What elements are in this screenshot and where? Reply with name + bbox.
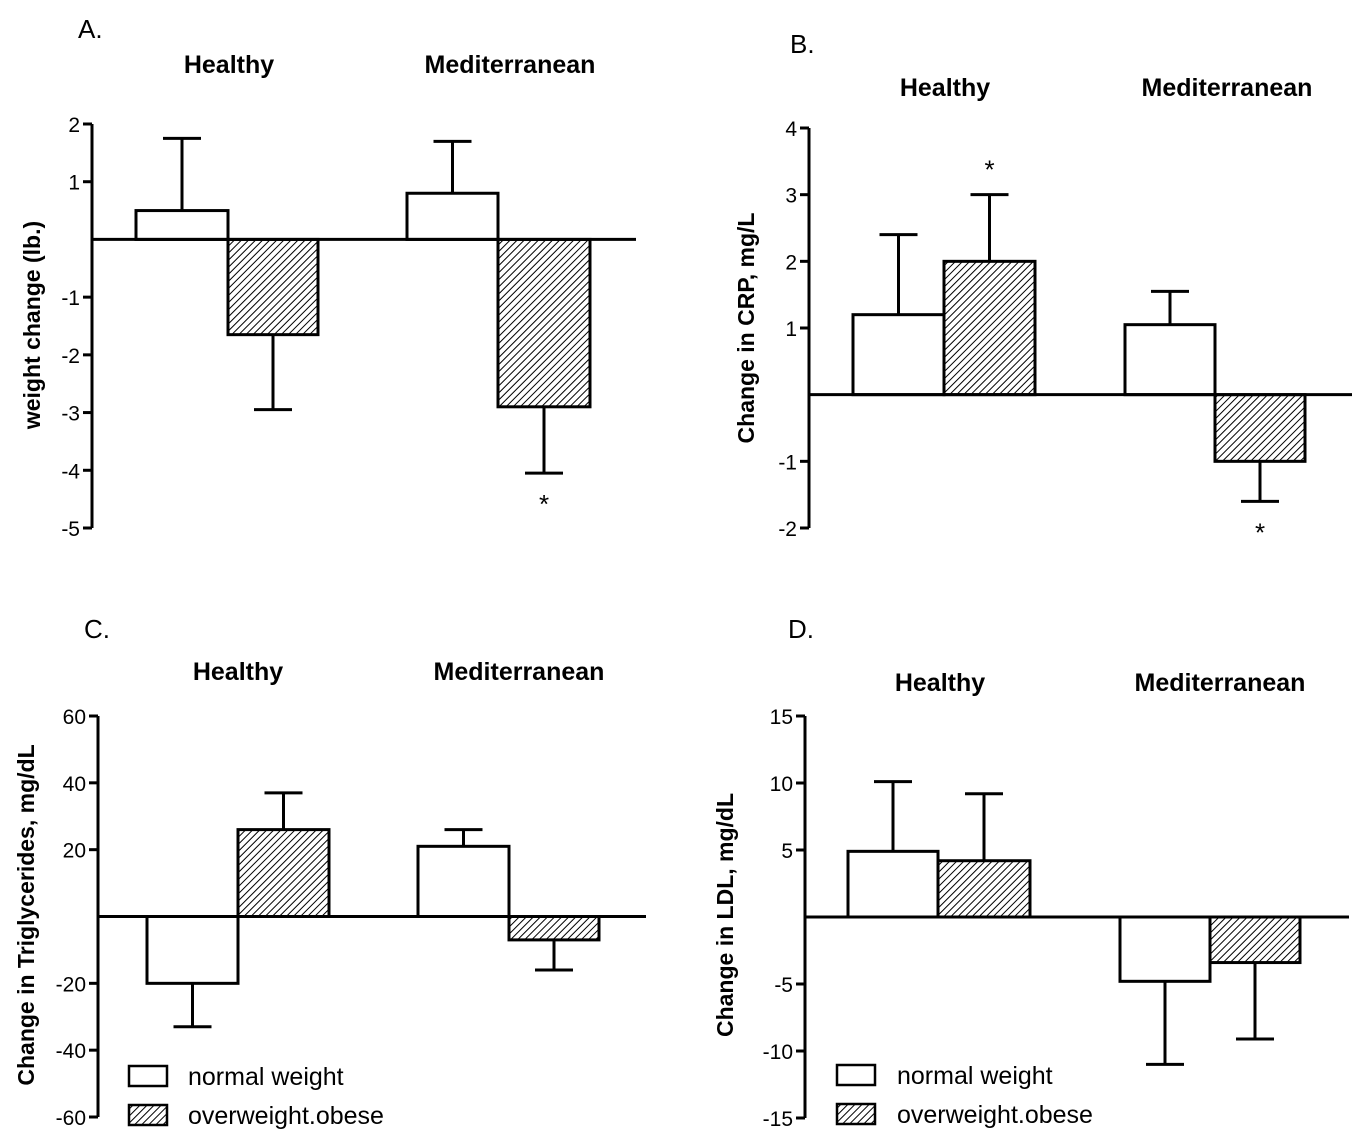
bar-normal	[405, 191, 500, 241]
legend-swatch-normal	[835, 1063, 877, 1087]
bar-normal	[145, 915, 240, 985]
group-label-healthy: Healthy	[900, 74, 990, 102]
y-axis-label: weight change (lb.)	[19, 221, 45, 430]
legend-label-overweight: overweight.obese	[897, 1101, 1093, 1129]
panel-a: A. Healthy Mediterranean weight change (…	[19, 14, 636, 541]
y-tick-label: -3	[61, 403, 80, 426]
group-label-mediterranean: Mediterranean	[434, 658, 605, 686]
y-tick-label: -15	[763, 1108, 793, 1131]
group-label-mediterranean: Mediterranean	[425, 51, 596, 79]
y-tick-label: 10	[770, 773, 793, 796]
y-axis-label: Change in CRP, mg/L	[733, 213, 759, 444]
legend-c: normal weight overweight.obese	[127, 1063, 384, 1130]
panel-d: D. Healthy Mediterranean Change in LDL, …	[712, 614, 1349, 1131]
y-tick-label: -2	[61, 345, 80, 368]
panel-letter: D.	[788, 614, 814, 644]
bar-overweight	[1213, 393, 1307, 463]
significance-marker: *	[539, 489, 549, 519]
group-label-mediterranean: Mediterranean	[1135, 669, 1306, 697]
y-tick-label: -20	[56, 973, 86, 996]
bar-overweight	[236, 828, 331, 918]
bar-overweight	[507, 915, 601, 942]
legend-label-normal: normal weight	[188, 1063, 344, 1091]
legend-d: normal weight overweight.obese	[835, 1062, 1093, 1129]
group-label-healthy: Healthy	[193, 658, 283, 686]
y-tick-label: -1	[778, 451, 797, 474]
legend-swatch-overweight	[127, 1103, 169, 1127]
y-tick-label: -4	[61, 460, 80, 483]
y-tick-label: 60	[63, 706, 86, 729]
legend-swatch-normal	[127, 1064, 169, 1088]
y-tick-label: 4	[785, 118, 797, 141]
legend-swatch-overweight	[835, 1102, 877, 1126]
y-tick-label: -10	[763, 1041, 793, 1064]
y-tick-label: 3	[785, 185, 797, 208]
y-tick-label: -2	[778, 518, 797, 541]
y-tick-label: 1	[785, 318, 797, 341]
y-tick-label: 20	[63, 840, 86, 863]
y-tick-label: -60	[56, 1107, 86, 1130]
bar-overweight	[496, 237, 592, 409]
bar-overweight	[936, 859, 1032, 919]
y-tick-label: 2	[785, 251, 797, 274]
bar-normal	[1123, 323, 1217, 397]
y-tick-label: -5	[774, 974, 793, 997]
significance-marker: *	[984, 155, 994, 185]
bar-normal	[134, 209, 230, 241]
legend-label-normal: normal weight	[897, 1062, 1053, 1090]
y-tick-label: -40	[56, 1040, 86, 1063]
panel-c: C. Healthy Mediterranean Change in Trigl…	[13, 614, 646, 1130]
panel-letter: B.	[790, 29, 815, 59]
group-label-mediterranean: Mediterranean	[1142, 74, 1313, 102]
y-tick-label: 1	[68, 172, 80, 195]
group-label-healthy: Healthy	[184, 51, 274, 79]
y-tick-label: -1	[61, 287, 80, 310]
y-tick-label: -5	[61, 518, 80, 541]
y-axis-label: Change in Triglycerides, mg/dL	[13, 744, 39, 1085]
y-tick-label: 40	[63, 773, 86, 796]
bar-normal	[1118, 915, 1212, 983]
y-tick-label: 15	[770, 706, 793, 729]
legend-label-overweight: overweight.obese	[188, 1102, 384, 1130]
panel-letter: A.	[78, 14, 103, 44]
panel-b: B. Healthy Mediterranean Change in CRP, …	[733, 29, 1352, 547]
group-label-healthy: Healthy	[895, 669, 985, 697]
significance-marker: *	[1255, 517, 1265, 547]
bar-overweight	[1208, 915, 1302, 965]
bar-normal	[846, 849, 940, 919]
y-tick-label: 2	[68, 114, 80, 137]
y-tick-label: 5	[781, 840, 793, 863]
bar-normal	[851, 313, 946, 397]
bar-overweight	[226, 237, 320, 337]
bar-normal	[416, 844, 511, 919]
bar-overweight	[942, 259, 1037, 397]
y-axis-label: Change in LDL, mg/dL	[712, 793, 738, 1037]
panel-letter: C.	[84, 614, 110, 644]
